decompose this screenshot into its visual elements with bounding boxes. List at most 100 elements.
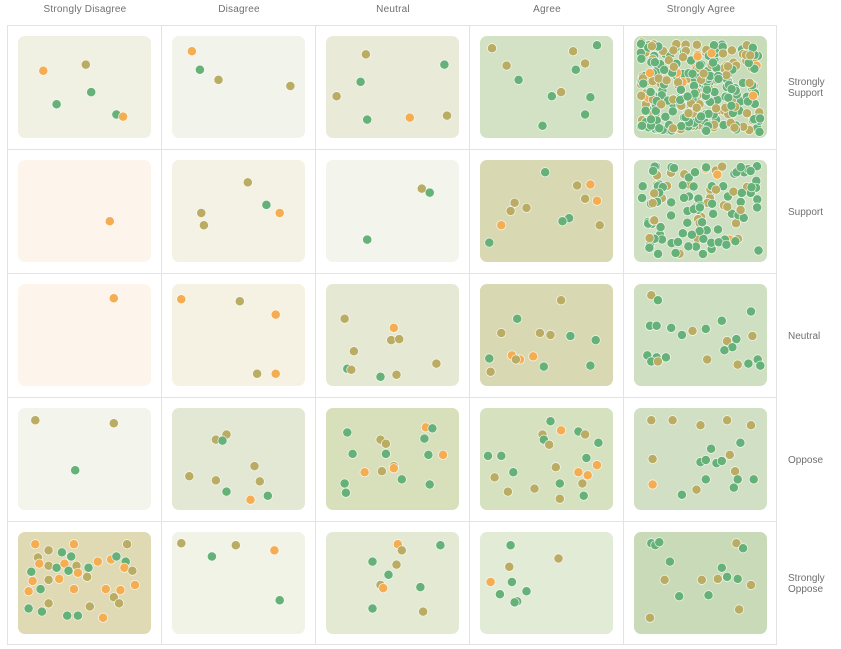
cell-scatter (485, 540, 564, 608)
scatter-point (82, 571, 93, 582)
scatter-point (274, 595, 285, 606)
scatter-point (687, 68, 698, 79)
scatter-point (592, 40, 602, 51)
scatter-point (23, 586, 34, 597)
scatter-point (676, 330, 687, 340)
scatter-point (415, 582, 426, 593)
cell-panel (18, 36, 151, 138)
scatter-point (655, 222, 666, 233)
scatter-point (578, 490, 589, 501)
scatter-point (755, 113, 766, 124)
scatter-point (654, 537, 665, 548)
scatter-point (127, 565, 138, 576)
scatter-point (565, 331, 576, 341)
scatter-point (580, 193, 591, 204)
scatter-point (510, 354, 521, 365)
scatter-point (375, 371, 386, 382)
grid-line-vertical (469, 25, 470, 645)
scatter-point (702, 84, 712, 95)
scatter-point (70, 465, 81, 476)
scatter-point (56, 547, 67, 558)
scatter-point (502, 486, 513, 497)
scatter-point (43, 574, 54, 585)
scatter-point (743, 358, 754, 369)
scatter-point (742, 108, 752, 119)
scatter-point (424, 187, 435, 198)
cell-scatter (331, 49, 452, 125)
scatter-point (210, 475, 221, 486)
scatter-point (380, 438, 391, 449)
scatter-point (580, 429, 591, 440)
scatter-point (735, 205, 746, 215)
scatter-point (636, 53, 647, 64)
cell-panel (18, 284, 151, 386)
row-label: Strongly Oppose (788, 573, 825, 595)
scatter-point (438, 449, 448, 460)
cell-panel (480, 160, 613, 262)
column-header: Agree (533, 4, 561, 15)
scatter-point (396, 474, 407, 485)
scatter-point (521, 202, 532, 213)
scatter-point (716, 562, 727, 573)
cell-panel (172, 284, 305, 386)
cell-panel (326, 284, 459, 386)
scatter-point (388, 322, 399, 333)
scatter-point (677, 228, 688, 239)
scatter-point (242, 177, 253, 188)
scatter-point (644, 242, 655, 253)
scatter-point (746, 580, 756, 590)
scatter-point (36, 606, 47, 617)
scatter-point (494, 589, 505, 600)
scatter-point (592, 460, 602, 471)
scatter-point (84, 601, 95, 612)
scatter-point (80, 59, 91, 70)
scatter-point (683, 241, 694, 252)
scatter-point (697, 217, 708, 228)
scatter-point (722, 201, 733, 212)
scatter-point (660, 352, 671, 363)
scatter-point (734, 604, 745, 615)
row-label: Oppose (788, 454, 824, 466)
scatter-point (340, 487, 351, 498)
scatter-point (745, 166, 756, 176)
scatter-point (505, 206, 516, 216)
scatter-point (687, 325, 698, 336)
scatter-point (68, 584, 79, 595)
scatter-point (729, 122, 740, 133)
scatter-point (732, 474, 743, 485)
scatter-point (496, 450, 507, 461)
scatter-point (667, 415, 678, 426)
scatter-point (376, 466, 387, 477)
scatter-point (72, 610, 83, 621)
scatter-point (431, 358, 442, 369)
scatter-point (666, 322, 677, 333)
cell-panel (480, 284, 613, 386)
scatter-point (668, 45, 679, 56)
scatter-point (130, 580, 140, 590)
scatter-point (213, 74, 224, 85)
scatter-point (735, 162, 746, 173)
scatter-point (645, 87, 656, 97)
scatter-point (72, 567, 83, 578)
scatter-point (746, 420, 756, 431)
scatter-point (439, 59, 450, 70)
scatter-point (367, 603, 378, 614)
cell-scatter (362, 183, 435, 245)
scatter-point (731, 334, 742, 345)
scatter-point (700, 474, 711, 485)
scatter-point (711, 103, 722, 114)
scatter-point (700, 323, 711, 334)
scatter-point (667, 123, 678, 134)
scatter-point (234, 296, 245, 307)
scatter-point (261, 199, 272, 210)
scatter-point (703, 590, 714, 601)
scatter-point (485, 577, 496, 587)
scatter-point (262, 490, 273, 501)
scatter-point (355, 76, 366, 87)
scatter-point (487, 43, 497, 54)
scatter-point (111, 551, 122, 562)
scatter-point (696, 574, 707, 585)
cell-panel (172, 160, 305, 262)
column-header: Neutral (376, 4, 410, 15)
cell-scatter (637, 161, 764, 259)
